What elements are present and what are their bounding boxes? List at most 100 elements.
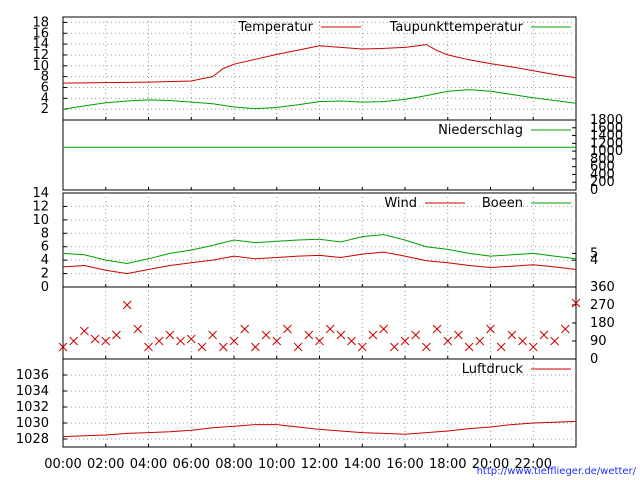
scatter-point [283, 324, 292, 334]
x-tick-label: 04:00 [130, 457, 167, 472]
scatter-point [560, 324, 570, 334]
x-axis-labels: 00:00 02:00 04:00 06:00 08:00 10:00 12:00 14:00… [44, 457, 552, 472]
scatter-point [176, 336, 185, 346]
y-tick-label: 2 [41, 267, 49, 282]
footer-url-link[interactable]: http://www.tiefflieger.de/wetter/ [476, 466, 636, 477]
scatter-point [80, 326, 89, 336]
y2-tick-label: 90 [590, 334, 607, 349]
x-tick-label: 22:00 [515, 457, 552, 472]
scatter-point [315, 336, 324, 346]
y-tick-label: 2 [41, 102, 49, 117]
y-tick-label: 16 [32, 26, 49, 41]
scatter-point [357, 342, 367, 352]
y-tick-label: 1032 [16, 400, 49, 415]
scatter-point [443, 336, 453, 346]
scatter-point [144, 342, 153, 352]
series-line-wind [62, 251, 577, 275]
y-tick-label: 1030 [16, 416, 49, 431]
y-tick-label: 8 [41, 226, 49, 241]
y-tick-label: 10 [32, 59, 49, 74]
x-tick-label: 14:00 [344, 457, 381, 472]
scatter-point [486, 324, 495, 334]
scatter-point [422, 342, 431, 352]
scatter-point [69, 336, 79, 346]
x-tick-label: 18:00 [429, 457, 466, 472]
scatter-point [518, 336, 527, 346]
series-line-boeen [62, 234, 577, 265]
y2-tick-label: 0 [590, 352, 598, 367]
y-tick-label: 18 [32, 15, 49, 30]
legend-label: Boeen [482, 196, 523, 211]
y2-tick-label: 1800 [590, 113, 623, 128]
y2-tick-label: 1200 [590, 136, 623, 151]
scatter-point [186, 334, 196, 344]
y2-tick-label: 1600 [590, 121, 623, 136]
scatter-point [325, 324, 335, 334]
y-tick-label: 1036 [16, 368, 49, 383]
y2-tick-label: 5 [590, 246, 598, 261]
series-line-temperatur [62, 44, 577, 84]
y-tick-label: 4 [41, 91, 49, 106]
scatter-point [454, 330, 463, 340]
y-tick-label: 6 [41, 240, 49, 255]
scatter-point [272, 336, 282, 346]
y-tick-label: 14 [32, 186, 49, 201]
y-tick-label: 12 [32, 48, 49, 63]
scatter-point [528, 342, 538, 352]
scatter-point [112, 330, 121, 340]
scatter-point [400, 336, 410, 346]
scatter-point [347, 336, 356, 346]
scatter-point [293, 342, 303, 352]
scatter-point [197, 342, 207, 352]
y2-tick-label: 200 [590, 175, 615, 190]
legend-label: Taupunkttemperatur [389, 20, 524, 35]
y-tick-label: 6 [41, 80, 49, 95]
y2-tick-label: 360 [590, 280, 615, 295]
series-line-luftdruck [62, 420, 577, 438]
scatter-point [240, 324, 250, 334]
scatter-point [165, 330, 175, 340]
scatter-point [261, 330, 271, 340]
scatter-point [475, 336, 485, 346]
y2-tick-label: 4 [590, 253, 598, 268]
y-tick-label: 4 [41, 253, 49, 268]
x-tick-label: 16:00 [386, 457, 423, 472]
y-tick-label: 14 [32, 37, 49, 52]
scatter-point [571, 298, 581, 308]
y2-tick-label: 270 [590, 298, 615, 313]
y2-tick-label: 1000 [590, 144, 623, 159]
scatter-point [464, 342, 474, 352]
x-tick-label: 06:00 [173, 457, 210, 472]
scatter-point [251, 342, 260, 352]
scatter-point [218, 342, 228, 352]
legend-label: Niederschlag [438, 123, 523, 138]
y2-tick-label: 0 [590, 183, 598, 198]
legend-label: Luftdruck [462, 362, 524, 377]
x-tick-label: 10:00 [258, 457, 295, 472]
scatter-point [368, 330, 378, 340]
legend-label: Wind [384, 196, 417, 211]
scatter-point [208, 330, 217, 340]
y-tick-label: 1028 [16, 432, 49, 447]
x-tick-label: 02:00 [87, 457, 124, 472]
y2-tick-label: 800 [590, 152, 615, 167]
x-tick-label: 08:00 [215, 457, 252, 472]
y-tick-label: 1034 [16, 384, 49, 399]
y2-tick-label: 1400 [590, 129, 623, 144]
scatter-point [539, 330, 549, 340]
y-tick-label: 0 [41, 280, 49, 295]
legend-label: Temperatur [237, 20, 313, 35]
scatter-point [90, 334, 100, 344]
scatter-point [389, 342, 399, 352]
scatter-point [550, 336, 559, 346]
y2-tick-label: 400 [590, 167, 615, 182]
y2-tick-label: 180 [590, 316, 615, 331]
x-tick-label: 12:00 [301, 457, 338, 472]
series-line-taupunkttemperatur [62, 89, 577, 110]
scatter-point [122, 300, 132, 310]
y-tick-label: 8 [41, 70, 49, 85]
